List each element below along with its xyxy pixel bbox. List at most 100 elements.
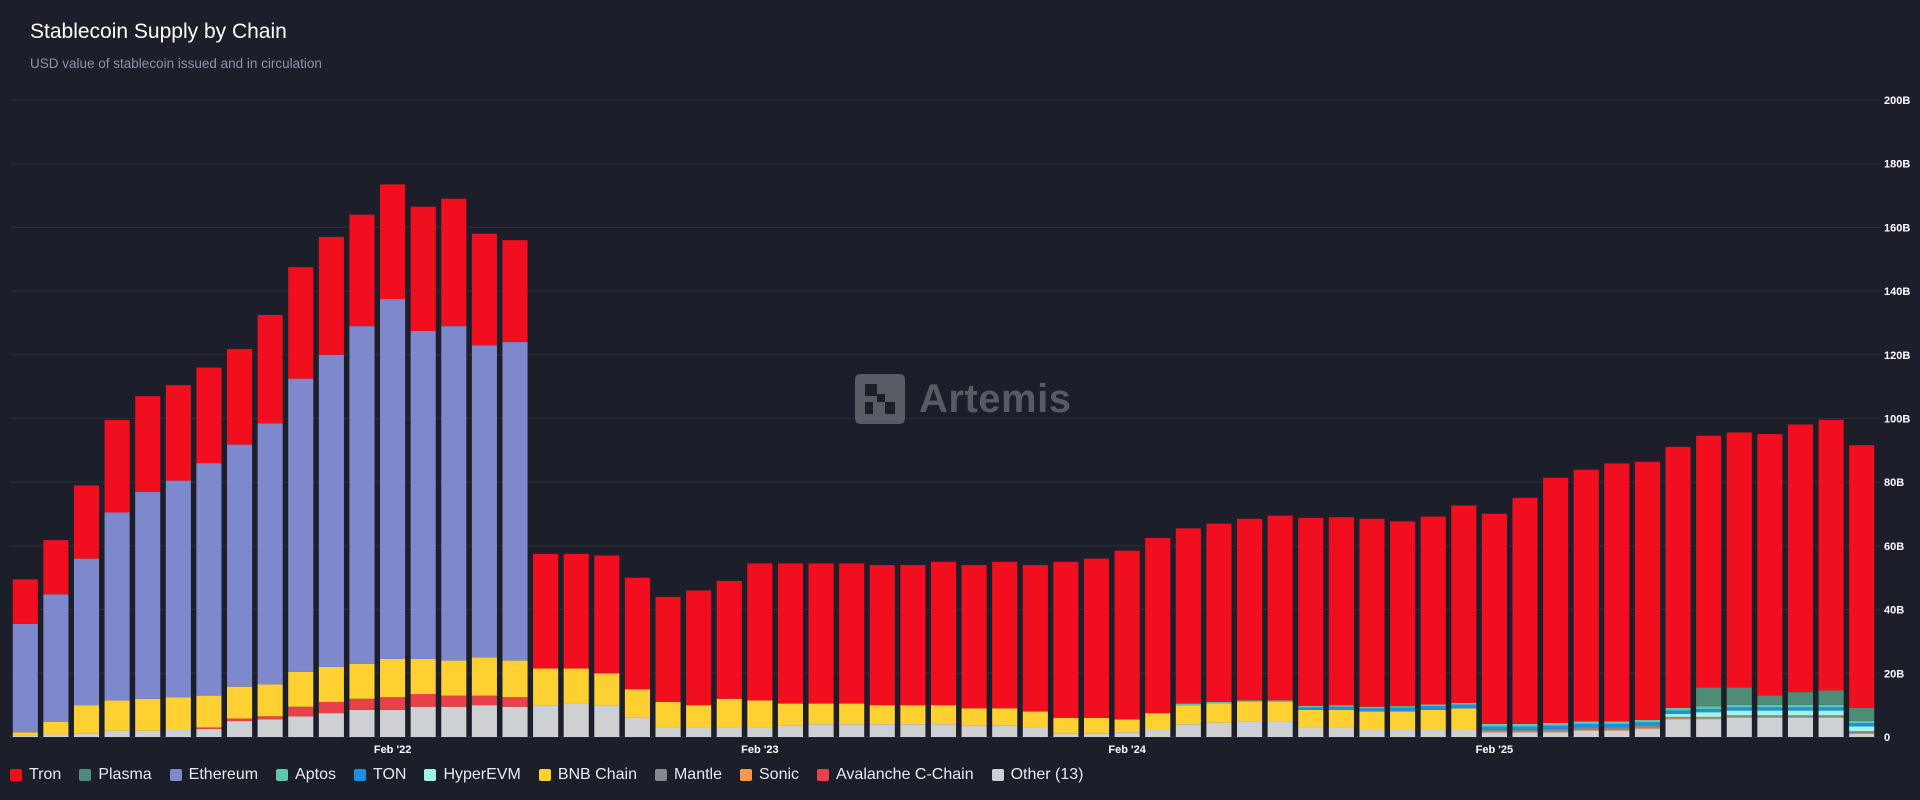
bar-segment-other-13[interactable]: [1206, 722, 1232, 737]
bar-segment-other-13[interactable]: [533, 705, 559, 737]
bar-segment-tron[interactable]: [808, 563, 834, 704]
bar-stack[interactable]: [1390, 521, 1416, 737]
bar-segment-ton[interactable]: [1298, 707, 1324, 710]
bar-segment-other-13[interactable]: [1451, 729, 1477, 737]
bar-segment-bnb-chain[interactable]: [1053, 717, 1079, 734]
bar-segment-bnb-chain[interactable]: [992, 708, 1018, 726]
bar-segment-avalanche-c-chain[interactable]: [441, 695, 467, 707]
bar-segment-other-13[interactable]: [1787, 717, 1814, 737]
bar-segment-ethereum[interactable]: [380, 299, 406, 659]
bar-segment-other-13[interactable]: [1757, 717, 1783, 737]
bar-segment-tron[interactable]: [73, 485, 100, 559]
bar-segment-avalanche-c-chain[interactable]: [502, 697, 528, 707]
bar-segment-other-13[interactable]: [318, 713, 344, 737]
bar-segment-aptos[interactable]: [1175, 703, 1201, 706]
bar-stack[interactable]: [533, 553, 559, 737]
bar-segment-bnb-chain[interactable]: [471, 657, 497, 696]
bar-segment-bnb-chain[interactable]: [686, 705, 712, 728]
bar-stack[interactable]: [1543, 477, 1569, 737]
bar-segment-other-13[interactable]: [1481, 732, 1507, 737]
bar-segment-aptos[interactable]: [1451, 702, 1477, 705]
bar-segment-avalanche-c-chain[interactable]: [196, 727, 222, 730]
bar-segment-tron[interactable]: [1390, 521, 1416, 707]
bar-segment-other-13[interactable]: [410, 706, 436, 737]
bar-segment-bnb-chain[interactable]: [1298, 709, 1324, 728]
bar-segment-plasma[interactable]: [1849, 708, 1875, 721]
bar-segment-tron[interactable]: [1757, 434, 1783, 696]
bar-stack[interactable]: [1634, 461, 1660, 737]
bar-segment-tron[interactable]: [380, 184, 406, 300]
bar-segment-other-13[interactable]: [288, 716, 314, 737]
bar-segment-ethereum[interactable]: [12, 623, 38, 733]
bar-segment-tron[interactable]: [227, 349, 253, 445]
bar-segment-other-13[interactable]: [43, 734, 69, 737]
legend-item-aptos[interactable]: Aptos: [276, 766, 336, 784]
bar-segment-other-13[interactable]: [777, 725, 804, 737]
bar-segment-tron[interactable]: [43, 540, 69, 595]
bar-segment-ton[interactable]: [1665, 710, 1691, 714]
bar-segment-bnb-chain[interactable]: [227, 686, 253, 719]
bar-segment-bnb-chain[interactable]: [104, 700, 130, 731]
bar-segment-other-13[interactable]: [747, 727, 773, 737]
bar-segment-bnb-chain[interactable]: [1267, 701, 1293, 722]
bar-segment-sonic[interactable]: [1818, 716, 1844, 718]
bar-segment-bnb-chain[interactable]: [1145, 713, 1171, 730]
bar-segment-ton[interactable]: [1420, 706, 1446, 710]
bar-segment-ethereum[interactable]: [349, 326, 375, 664]
bar-stack[interactable]: [655, 596, 681, 737]
bar-segment-other-13[interactable]: [1543, 732, 1569, 737]
bar-segment-other-13[interactable]: [104, 730, 130, 737]
bar-segment-ton[interactable]: [1359, 708, 1385, 712]
bar-segment-aptos[interactable]: [1726, 704, 1752, 708]
bar-segment-avalanche-c-chain[interactable]: [349, 698, 375, 710]
bar-segment-ton[interactable]: [1543, 725, 1569, 729]
bar-segment-tron[interactable]: [196, 367, 222, 464]
bar-segment-ethereum[interactable]: [441, 326, 467, 661]
bar-segment-tron[interactable]: [1451, 505, 1477, 703]
bar-segment-other-13[interactable]: [1420, 729, 1446, 737]
bar-segment-mantle[interactable]: [1787, 715, 1814, 717]
bar-stack[interactable]: [1849, 445, 1875, 737]
bar-segment-other-13[interactable]: [196, 729, 222, 737]
bar-segment-sonic[interactable]: [1787, 716, 1814, 718]
bar-segment-aptos[interactable]: [1206, 701, 1232, 704]
bar-segment-bnb-chain[interactable]: [624, 689, 650, 718]
bar-segment-bnb-chain[interactable]: [288, 671, 314, 707]
bar-segment-sonic[interactable]: [1604, 729, 1630, 731]
bar-segment-tron[interactable]: [1175, 528, 1201, 704]
bar-segment-other-13[interactable]: [563, 703, 589, 737]
bar-segment-tron[interactable]: [930, 561, 957, 706]
bar-stack[interactable]: [441, 198, 467, 737]
bar-segment-other-13[interactable]: [1053, 733, 1079, 737]
bar-segment-bnb-chain[interactable]: [1083, 717, 1110, 734]
bar-segment-other-13[interactable]: [1237, 721, 1263, 737]
bar-stack[interactable]: [1726, 432, 1752, 737]
bar-segment-ethereum[interactable]: [471, 345, 497, 658]
bar-stack[interactable]: [1083, 558, 1110, 737]
bar-segment-avalanche-c-chain[interactable]: [471, 695, 497, 706]
bar-segment-mantle[interactable]: [1818, 715, 1844, 717]
bar-segment-sonic[interactable]: [1512, 731, 1538, 733]
bar-segment-tron[interactable]: [655, 596, 681, 702]
bar-segment-tron[interactable]: [1298, 517, 1324, 706]
bar-segment-aptos[interactable]: [1328, 705, 1354, 707]
bar-segment-bnb-chain[interactable]: [808, 703, 834, 725]
bar-segment-other-13[interactable]: [839, 724, 865, 737]
bar-segment-other-13[interactable]: [808, 724, 834, 737]
bar-segment-tron[interactable]: [1420, 516, 1446, 705]
bar-segment-ton[interactable]: [1512, 726, 1538, 730]
bar-segment-mantle[interactable]: [1543, 728, 1569, 732]
bar-segment-ton[interactable]: [1726, 707, 1752, 711]
bar-segment-sonic[interactable]: [1573, 729, 1599, 731]
bar-segment-other-13[interactable]: [1298, 727, 1324, 737]
bar-segment-tron[interactable]: [777, 563, 804, 704]
bar-segment-other-13[interactable]: [1267, 721, 1293, 737]
bar-segment-plasma[interactable]: [1818, 690, 1844, 705]
bar-segment-other-13[interactable]: [624, 717, 650, 737]
bar-segment-tron[interactable]: [135, 396, 161, 492]
bar-stack[interactable]: [563, 553, 589, 737]
bar-segment-tron[interactable]: [594, 555, 620, 674]
bar-segment-other-13[interactable]: [12, 735, 38, 737]
bar-segment-bnb-chain[interactable]: [1206, 703, 1232, 723]
bar-segment-sonic[interactable]: [1481, 731, 1507, 733]
